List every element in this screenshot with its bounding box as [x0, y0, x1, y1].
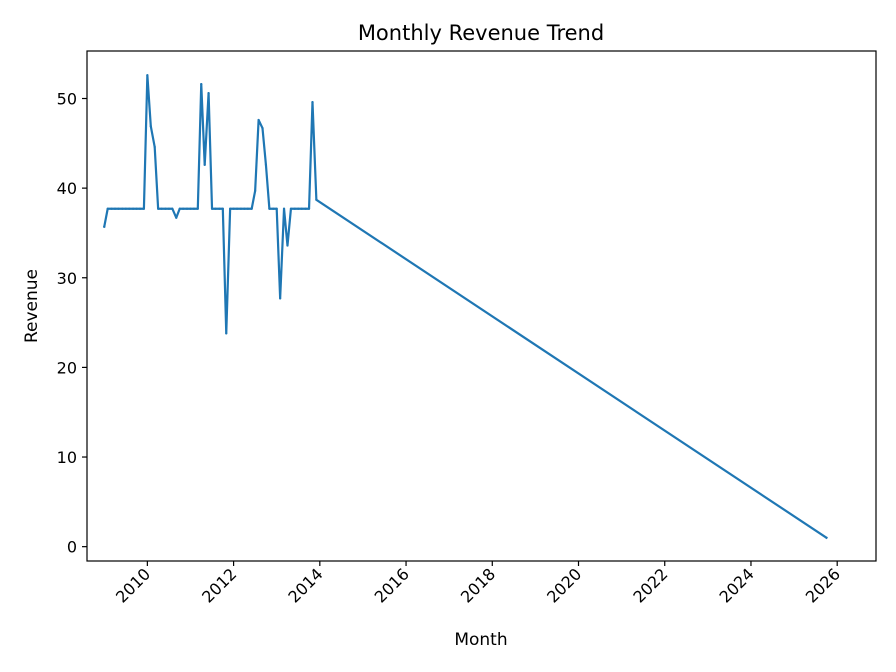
data-point [103, 225, 106, 228]
data-point [203, 163, 206, 166]
data-point [207, 92, 210, 95]
data-point [185, 207, 189, 210]
data-point [289, 207, 293, 210]
data-point [825, 536, 828, 539]
data-point [286, 244, 289, 247]
data-point [135, 207, 138, 210]
data-point [261, 126, 264, 130]
y-axis-label: Revenue [22, 269, 42, 343]
data-point [121, 207, 124, 210]
data-point [171, 207, 174, 210]
data-point [218, 207, 221, 210]
data-point [124, 207, 127, 210]
data-point [160, 207, 163, 210]
data-point [311, 100, 314, 104]
data-point [189, 207, 192, 210]
data-point [113, 207, 117, 210]
y-tick-label: 40 [57, 179, 77, 198]
plot-area [102, 74, 828, 540]
data-point [225, 332, 228, 335]
data-point [200, 83, 203, 86]
data-point [243, 207, 246, 210]
y-tick-label: 30 [57, 269, 77, 288]
data-point [167, 207, 171, 210]
y-tick-label: 50 [57, 90, 77, 109]
data-point [182, 207, 185, 210]
data-point [275, 207, 278, 210]
data-point [196, 207, 199, 210]
data-point [297, 207, 300, 210]
chart-title: Monthly Revenue Trend [358, 21, 604, 45]
y-axis-ticks: 0 10 20 30 40 50 [57, 90, 87, 557]
data-point [293, 207, 296, 210]
data-point [304, 207, 307, 210]
data-point [254, 189, 257, 192]
data-point [138, 207, 142, 210]
data-point [192, 207, 196, 210]
data-point [232, 207, 235, 210]
data-point [132, 207, 135, 210]
data-point [268, 207, 271, 210]
data-point [117, 207, 120, 210]
data-point [250, 207, 253, 210]
data-point [264, 163, 268, 166]
y-tick-label: 10 [57, 448, 77, 467]
data-point [110, 207, 113, 210]
data-point [142, 207, 146, 210]
data-point [279, 297, 282, 300]
data-point [210, 207, 214, 210]
data-point [257, 118, 260, 122]
data-point [300, 207, 303, 210]
x-axis-label: Month [454, 630, 507, 650]
data-point [164, 207, 167, 210]
axes-frame [86, 50, 877, 562]
y-tick-label: 20 [57, 358, 77, 377]
data-point [178, 207, 181, 210]
data-point [282, 207, 286, 210]
data-point [149, 125, 152, 128]
data-point [315, 198, 318, 201]
data-point [239, 207, 243, 210]
data-point [106, 207, 109, 210]
data-point [307, 207, 311, 210]
data-point [128, 207, 131, 210]
data-point [157, 207, 160, 210]
data-point [272, 207, 275, 210]
data-point [214, 207, 217, 210]
data-point [153, 145, 156, 149]
data-point [246, 207, 249, 210]
data-point [146, 74, 149, 77]
data-point [175, 216, 178, 219]
y-tick-label: 0 [67, 538, 77, 557]
data-point [235, 207, 239, 210]
data-point [221, 207, 224, 210]
data-point [229, 207, 232, 210]
